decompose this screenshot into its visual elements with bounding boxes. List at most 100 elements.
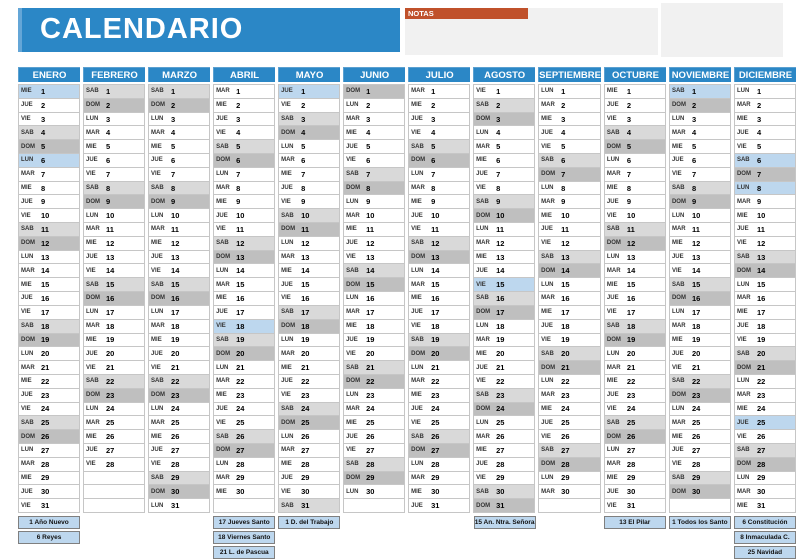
day-cell[interactable]: DOM 19 xyxy=(18,333,81,348)
day-cell[interactable]: SAB 28 xyxy=(343,457,406,472)
day-cell[interactable]: DOM 7 xyxy=(538,167,601,182)
day-cell[interactable]: MIE 20 xyxy=(473,347,536,362)
day-cell[interactable]: LUN 11 xyxy=(473,223,536,237)
day-cell[interactable]: MAR 9 xyxy=(538,195,601,210)
day-cell[interactable]: SAB 29 xyxy=(148,471,211,486)
day-cell[interactable]: MIE 29 xyxy=(603,471,666,486)
day-cell[interactable]: SAB 24 xyxy=(278,402,341,417)
day-cell[interactable]: JUE 27 xyxy=(83,443,146,458)
day-cell[interactable]: LUN 14 xyxy=(213,264,276,279)
day-cell[interactable]: MAR 12 xyxy=(473,236,536,251)
day-cell[interactable]: LUN 22 xyxy=(538,374,601,389)
day-cell[interactable]: MIE 9 xyxy=(213,195,276,210)
day-cell[interactable]: DOM 23 xyxy=(148,388,211,403)
day-cell[interactable]: VIE 7 xyxy=(83,167,146,182)
day-cell[interactable]: MIE 21 xyxy=(278,361,341,375)
day-cell[interactable]: SAB 12 xyxy=(408,236,471,251)
day-cell[interactable]: JUE 13 xyxy=(83,250,146,265)
day-cell[interactable]: MAR 1 xyxy=(213,85,276,99)
day-cell[interactable]: JUE 13 xyxy=(668,250,731,265)
day-cell[interactable]: DOM 14 xyxy=(733,264,796,279)
day-cell[interactable]: LUN 20 xyxy=(18,347,81,362)
day-cell[interactable]: DOM 6 xyxy=(213,154,276,168)
day-cell[interactable]: LUN 13 xyxy=(18,250,81,265)
day-cell[interactable]: SAB 19 xyxy=(408,333,471,348)
day-cell[interactable]: MIE 3 xyxy=(538,112,601,127)
day-cell[interactable]: MIE 19 xyxy=(148,333,211,348)
day-cell[interactable]: SAB 19 xyxy=(213,333,276,348)
day-cell[interactable]: MIE 26 xyxy=(83,430,146,444)
day-cell[interactable]: LUN 29 xyxy=(538,471,601,486)
day-cell[interactable]: MIE 30 xyxy=(213,485,276,500)
day-cell[interactable]: VIE 4 xyxy=(213,126,276,141)
day-cell[interactable]: JUE 30 xyxy=(18,485,81,500)
day-cell[interactable]: LUN 12 xyxy=(278,236,341,251)
day-cell[interactable]: MAR 18 xyxy=(83,319,146,334)
day-cell[interactable]: SAB 9 xyxy=(473,195,536,210)
day-cell[interactable]: SAB 4 xyxy=(18,126,81,141)
day-cell[interactable]: DOM 8 xyxy=(343,181,406,196)
day-cell[interactable]: SAB 15 xyxy=(83,278,146,293)
day-cell[interactable]: JUE 10 xyxy=(408,209,471,224)
day-cell[interactable]: DOM 23 xyxy=(83,388,146,403)
day-cell[interactable]: DOM 13 xyxy=(213,250,276,265)
day-cell[interactable]: MIE 19 xyxy=(668,333,731,348)
day-cell[interactable]: MIE 12 xyxy=(668,236,731,251)
day-cell[interactable]: MAR 30 xyxy=(538,485,601,500)
day-cell[interactable]: SAB 3 xyxy=(278,112,341,127)
day-cell[interactable]: VIE 14 xyxy=(148,264,211,279)
day-cell[interactable]: JUE 2 xyxy=(18,98,81,113)
day-cell[interactable]: DOM 27 xyxy=(213,443,276,458)
day-cell[interactable]: LUN 28 xyxy=(408,457,471,472)
day-cell[interactable]: JUE 2 xyxy=(603,98,666,113)
day-cell[interactable]: JUE 29 xyxy=(278,471,341,486)
day-cell[interactable]: LUN 26 xyxy=(278,430,341,444)
day-cell[interactable]: MIE 2 xyxy=(408,98,471,113)
day-cell[interactable]: JUE 3 xyxy=(213,112,276,127)
day-cell[interactable]: VIE 3 xyxy=(603,112,666,127)
day-cell[interactable]: LUN 8 xyxy=(733,181,796,196)
day-cell[interactable]: MIE 9 xyxy=(408,195,471,210)
day-cell[interactable]: LUN 7 xyxy=(213,167,276,182)
day-cell[interactable]: LUN 6 xyxy=(18,154,81,168)
day-cell[interactable]: MIE 17 xyxy=(538,305,601,320)
day-cell[interactable]: JUE 23 xyxy=(18,388,81,403)
day-cell[interactable]: VIE 16 xyxy=(278,292,341,306)
day-cell[interactable]: MAR 22 xyxy=(408,374,471,389)
day-cell[interactable]: MIE 19 xyxy=(83,333,146,348)
day-cell[interactable]: JUE 11 xyxy=(733,223,796,237)
day-cell[interactable]: LUN 10 xyxy=(148,209,211,224)
day-cell[interactable]: JUE 8 xyxy=(278,181,341,196)
day-cell[interactable]: JUE 22 xyxy=(278,374,341,389)
day-cell[interactable]: JUE 3 xyxy=(408,112,471,127)
day-cell[interactable]: DOM 17 xyxy=(473,305,536,320)
day-cell[interactable]: JUE 15 xyxy=(278,278,341,293)
day-cell[interactable]: JUE 31 xyxy=(408,499,471,513)
day-cell[interactable]: SAB 6 xyxy=(538,154,601,168)
day-cell[interactable]: SAB 15 xyxy=(148,278,211,293)
day-cell[interactable]: MAR 3 xyxy=(343,112,406,127)
day-cell[interactable]: VIE 10 xyxy=(18,209,81,224)
day-cell[interactable]: MAR 4 xyxy=(668,126,731,141)
day-cell[interactable]: MAR 28 xyxy=(18,457,81,472)
day-cell[interactable]: VIE 10 xyxy=(603,209,666,224)
day-cell[interactable]: SAB 1 xyxy=(148,85,211,99)
day-cell[interactable]: MIE 28 xyxy=(278,457,341,472)
day-cell[interactable]: DOM 9 xyxy=(148,195,211,210)
day-cell[interactable]: JUE 27 xyxy=(148,443,211,458)
day-cell[interactable]: LUN 17 xyxy=(83,305,146,320)
day-cell[interactable]: MIE 22 xyxy=(603,374,666,389)
day-cell[interactable]: VIE 17 xyxy=(603,305,666,320)
day-cell[interactable]: SAB 30 xyxy=(473,485,536,500)
day-cell[interactable]: LUN 24 xyxy=(83,402,146,417)
day-cell[interactable]: SAB 25 xyxy=(18,416,81,431)
day-cell[interactable]: VIE 28 xyxy=(668,457,731,472)
day-cell[interactable]: VIE 25 xyxy=(213,416,276,431)
day-cell[interactable]: VIE 14 xyxy=(668,264,731,279)
day-cell[interactable]: MIE 17 xyxy=(733,305,796,320)
day-cell[interactable]: SAB 11 xyxy=(18,223,81,237)
day-cell[interactable]: VIE 9 xyxy=(278,195,341,210)
day-cell[interactable]: MIE 23 xyxy=(213,388,276,403)
day-cell[interactable]: JUE 6 xyxy=(83,154,146,168)
day-cell[interactable]: LUN 30 xyxy=(343,485,406,500)
